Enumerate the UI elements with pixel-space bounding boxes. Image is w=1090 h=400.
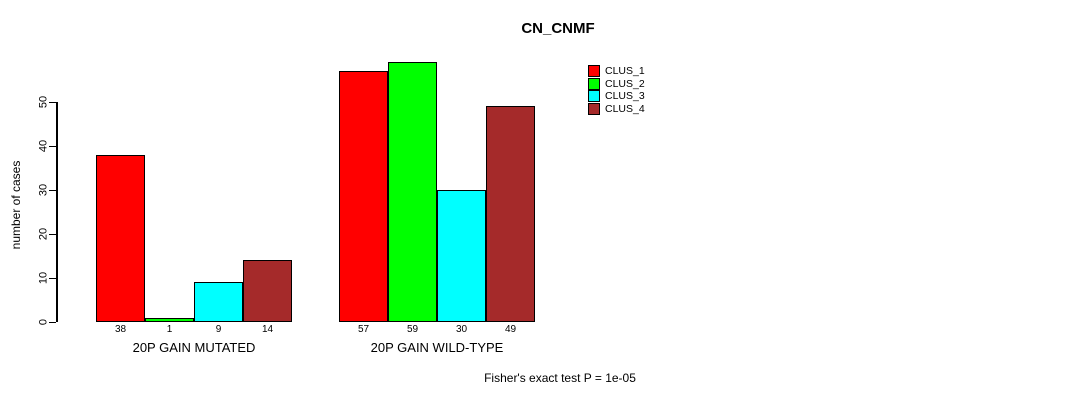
legend-label: CLUS_2 [605, 77, 645, 90]
legend-swatch [588, 65, 600, 78]
y-axis-label: number of cases [9, 160, 23, 250]
legend-swatch [588, 90, 600, 103]
bar-clus_4-group1 [243, 260, 292, 322]
bar-clus_2-group1 [145, 317, 194, 322]
legend: CLUS_1 CLUS_2 CLUS_3 CLUS_4 [588, 65, 645, 115]
bar-value-label: 59 [406, 324, 419, 335]
group-label: 20P GAIN MUTATED [132, 340, 256, 355]
y-tick-label: 40 [37, 139, 50, 153]
bar-value-label: 57 [357, 324, 370, 335]
legend-swatch [588, 102, 600, 115]
y-tick-label: 30 [37, 183, 50, 197]
y-tick-mark [49, 321, 56, 323]
legend-item: CLUS_3 [588, 90, 645, 103]
legend-item: CLUS_4 [588, 102, 645, 116]
y-tick-label: 50 [37, 95, 50, 109]
bar-clus_4-group2 [486, 106, 535, 322]
y-tick-mark [49, 145, 56, 147]
group-label: 20P GAIN WILD-TYPE [370, 340, 504, 355]
bar-value-label: 14 [261, 324, 274, 335]
bar-clus_2-group2 [388, 62, 437, 322]
bar-value-label: 38 [114, 324, 127, 335]
legend-item: CLUS_2 [588, 77, 645, 91]
y-tick-mark [49, 189, 56, 191]
chart-title: CN_CNMF [521, 20, 595, 37]
bar-value-label: 49 [504, 324, 517, 335]
bar-clus_3-group1 [194, 282, 243, 322]
legend-label: CLUS_3 [605, 90, 645, 102]
y-tick-mark [49, 277, 56, 279]
y-axis-line [56, 102, 58, 322]
legend-swatch [588, 77, 600, 90]
y-tick-mark [49, 101, 56, 103]
y-tick-label: 20 [37, 227, 50, 241]
bar-clus_3-group2 [437, 190, 486, 322]
y-tick-mark [49, 233, 56, 235]
legend-item: CLUS_1 [588, 65, 645, 78]
y-tick-label: 0 [37, 318, 50, 326]
bar-clus_1-group1 [96, 154, 145, 322]
bar-value-label: 30 [455, 324, 468, 335]
annotation-text: Fisher's exact test P = 1e-05 [484, 371, 636, 385]
bar-clus_1-group2 [339, 71, 388, 322]
legend-label: CLUS_1 [605, 65, 645, 77]
bar-value-label: 1 [166, 324, 173, 335]
bar-value-label: 9 [215, 324, 222, 335]
y-tick-label: 10 [37, 271, 50, 285]
legend-label: CLUS_4 [605, 102, 645, 115]
